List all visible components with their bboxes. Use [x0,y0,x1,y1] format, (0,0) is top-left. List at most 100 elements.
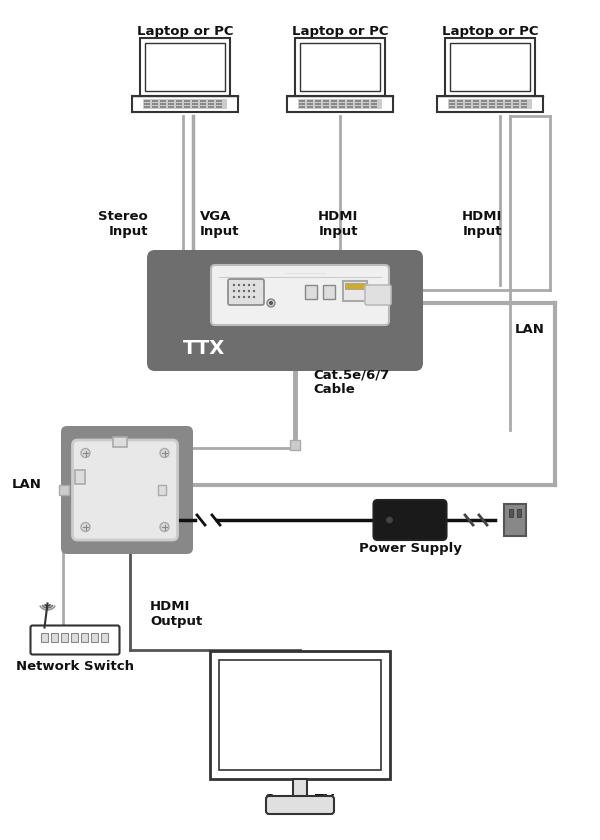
Bar [449,106,455,108]
Bar [497,106,503,108]
Bar [473,100,479,102]
Bar [160,100,166,102]
Bar [168,106,174,108]
Bar [184,103,190,105]
Text: Network Switch: Network Switch [16,660,134,673]
FancyBboxPatch shape [228,279,264,305]
Bar [307,100,313,102]
Bar [192,100,198,102]
Bar [216,100,222,102]
Circle shape [386,517,392,523]
Bar [144,106,150,108]
FancyBboxPatch shape [365,285,391,305]
Circle shape [238,284,240,286]
Bar [152,100,158,102]
Bar [465,103,471,105]
Bar [363,106,369,108]
Bar [144,100,150,102]
Bar [295,38,385,96]
Bar [509,509,513,517]
Bar [489,103,495,105]
Text: LAN: LAN [515,323,545,336]
Circle shape [81,522,90,532]
Circle shape [269,301,273,305]
Bar [371,100,377,102]
Bar [489,106,495,108]
Bar [371,106,377,108]
Bar [160,106,166,108]
Bar [449,103,455,105]
Bar [497,103,503,105]
Bar [101,633,107,642]
Bar [513,103,519,105]
Bar [473,103,479,105]
Text: RX: RX [81,529,104,544]
Bar [300,43,380,91]
Bar [481,100,487,102]
Bar [305,285,317,299]
Bar [481,106,487,108]
Bar [200,100,206,102]
Bar [287,96,393,112]
Bar [299,103,305,105]
Bar [192,103,198,105]
Text: Laptop or PC: Laptop or PC [292,25,388,38]
Bar [371,103,377,105]
Bar [323,285,335,299]
Text: Smart TV: Smart TV [265,793,335,806]
Circle shape [243,296,245,298]
FancyBboxPatch shape [61,426,193,554]
Bar [343,281,367,301]
Circle shape [267,299,275,307]
Bar [331,103,337,105]
Circle shape [248,296,250,298]
Bar [144,103,150,105]
Bar [521,106,527,108]
Text: VGA
Input: VGA Input [200,210,239,238]
Bar [347,106,353,108]
Text: LAN: LAN [12,479,42,491]
Bar [339,103,345,105]
Bar [331,106,337,108]
FancyBboxPatch shape [373,500,446,540]
Bar [140,38,230,96]
Bar [208,106,214,108]
Bar [145,43,225,91]
Circle shape [238,296,240,298]
Bar [132,96,238,112]
Bar [192,106,198,108]
FancyBboxPatch shape [266,796,334,814]
Circle shape [160,449,169,458]
Bar [505,100,511,102]
Bar [168,103,174,105]
Bar [363,103,369,105]
Circle shape [253,290,255,292]
Circle shape [160,522,169,532]
Circle shape [243,284,245,286]
Circle shape [253,296,255,298]
Bar [323,103,329,105]
Text: Cat.5e/6/7
Cable: Cat.5e/6/7 Cable [313,368,389,396]
Bar [143,99,227,109]
Bar [465,106,471,108]
Bar [323,106,329,108]
Bar [315,103,321,105]
Bar [59,485,69,495]
Bar [505,103,511,105]
Bar [152,103,158,105]
Bar [290,440,300,450]
Bar [345,283,365,289]
Bar [473,106,479,108]
Bar [200,106,206,108]
Bar [497,100,503,102]
Bar [377,515,385,525]
Bar [457,103,463,105]
Bar [208,100,214,102]
Bar [355,100,361,102]
Bar [71,633,77,642]
FancyBboxPatch shape [31,626,119,654]
Bar [445,38,535,96]
Bar [457,106,463,108]
Bar [355,106,361,108]
Bar [41,633,47,642]
